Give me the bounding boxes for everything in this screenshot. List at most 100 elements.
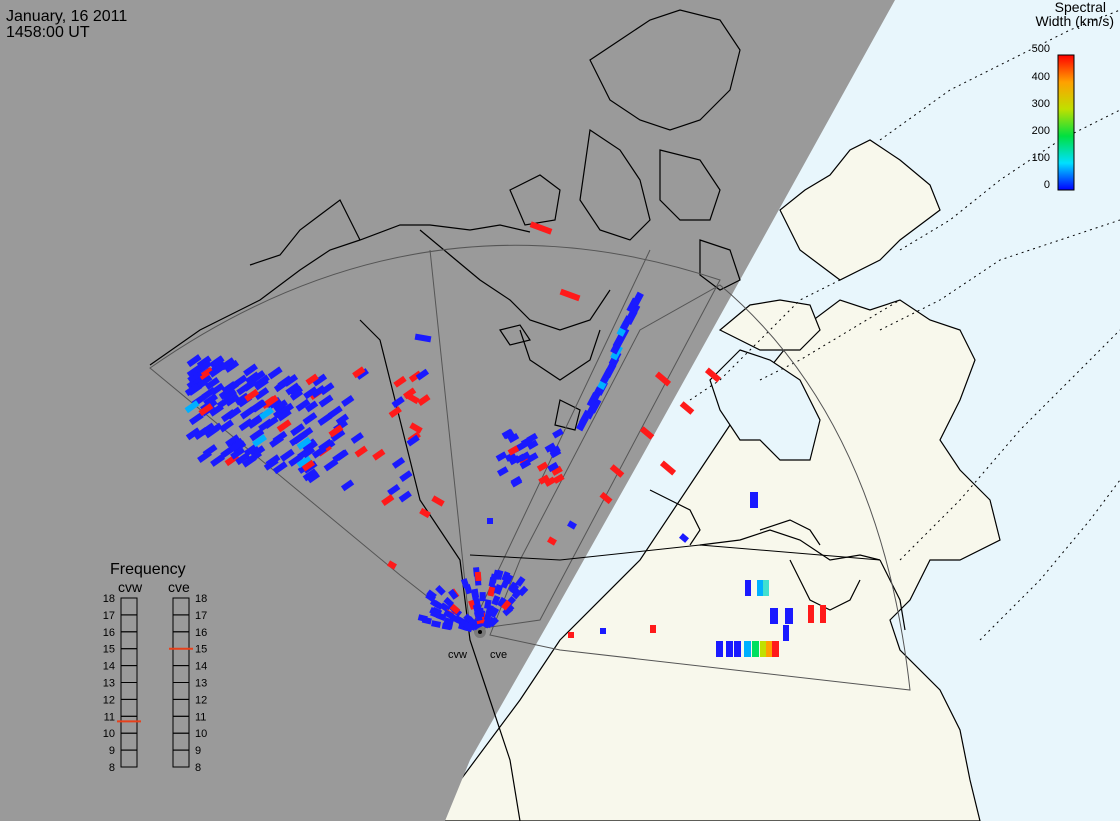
echo-cell — [659, 460, 677, 476]
echo-cell — [279, 448, 295, 462]
echo-cell — [547, 536, 557, 546]
echo-cell — [398, 490, 412, 503]
radar-label-cvw: cvw — [448, 649, 467, 661]
echo-cell — [471, 590, 479, 601]
echo-cell — [372, 448, 386, 461]
echo-cell — [312, 373, 328, 387]
echo-cell — [679, 401, 695, 415]
coastlines-day — [649, 489, 906, 631]
echo-cell — [244, 388, 260, 402]
echo-cell — [276, 419, 292, 433]
echo-cell — [302, 468, 318, 482]
echo-cell — [538, 474, 550, 485]
echo-cell — [515, 576, 526, 587]
echo-cell — [409, 422, 423, 434]
frequency-tick: 12 — [195, 694, 207, 706]
echo-cell — [304, 400, 319, 413]
echo-cell — [496, 466, 509, 477]
echo-cell — [249, 428, 265, 442]
echo-cell — [752, 641, 759, 657]
echo-cell — [186, 354, 202, 368]
echo-cell — [448, 588, 459, 600]
echo-cell — [529, 221, 553, 235]
echo-cell — [355, 368, 369, 380]
echo-cell — [745, 580, 751, 596]
echo-cell — [443, 596, 455, 608]
echo-cell — [267, 366, 283, 380]
echo-cell — [406, 434, 420, 447]
colorbar-title-line1: Spectral — [1054, 0, 1106, 15]
echo-cell — [210, 453, 226, 467]
echo-cell — [388, 406, 402, 419]
echo-cell — [429, 606, 440, 617]
echo-cell — [495, 569, 504, 580]
radar-site-center — [478, 630, 482, 634]
echo-cell — [187, 370, 203, 384]
echo-cell — [491, 595, 501, 606]
radar-label-cve: cve — [490, 649, 507, 661]
echo-cell — [250, 399, 266, 413]
echo-cell — [487, 586, 496, 597]
echo-cell — [239, 406, 255, 420]
echo-cell — [443, 609, 454, 620]
echo-cell — [288, 453, 304, 467]
frequency-tick: 16 — [195, 627, 207, 639]
colorbar-tick: 400 — [1032, 71, 1050, 83]
echo-cell — [639, 426, 655, 440]
echo-cell — [772, 641, 779, 657]
echo-cell — [298, 426, 314, 440]
echo-cell — [250, 370, 266, 384]
echo-cell — [679, 533, 689, 543]
echo-cell — [650, 625, 656, 633]
echo-cell — [243, 363, 258, 377]
echo-cell — [488, 616, 499, 628]
echo-cell — [519, 459, 532, 470]
frequency-tick: 11 — [195, 711, 206, 723]
echo-cell — [323, 458, 339, 472]
echo-cell — [449, 603, 461, 615]
frequency-tick: 13 — [103, 678, 115, 690]
echo-cell — [544, 442, 557, 453]
echo-cell — [599, 491, 613, 505]
echo-cell — [243, 443, 259, 457]
echo-cell — [318, 438, 334, 452]
frequency-tick: 11 — [104, 711, 115, 723]
echo-cell — [301, 446, 316, 459]
land-day — [429, 139, 1001, 821]
colorbar-tick: 500 — [1032, 43, 1050, 55]
echo-cell — [225, 434, 241, 448]
echo-cell — [479, 592, 486, 602]
frequency-tick: 12 — [103, 694, 115, 706]
echo-cell — [296, 437, 312, 450]
echo-cell — [460, 578, 470, 589]
echo-cell — [387, 560, 397, 570]
echo-cell — [474, 571, 482, 582]
echo-cell — [335, 413, 349, 426]
echo-cell — [404, 391, 420, 405]
echo-cell — [330, 428, 346, 442]
echo-cell — [609, 464, 625, 478]
echo-cell — [276, 408, 292, 422]
echo-cell — [526, 452, 539, 463]
echo-cell — [319, 382, 335, 396]
echo-cell — [200, 422, 216, 436]
echo-cell — [568, 632, 574, 638]
echo-cell — [507, 445, 520, 456]
echo-cell — [387, 483, 401, 496]
echo-cell — [421, 616, 432, 625]
echo-cell — [198, 403, 214, 417]
time-label: 1458:00 UT — [6, 24, 90, 41]
echo-cell — [263, 457, 279, 471]
echo-cell — [627, 303, 641, 320]
echo-cell — [514, 453, 526, 464]
echo-cell — [509, 583, 520, 595]
echo-cell — [204, 425, 220, 439]
echo-cell — [391, 396, 405, 408]
echo-cell — [327, 405, 343, 419]
echo-cell — [551, 465, 563, 476]
echo-cell — [631, 291, 644, 308]
frequency-tick: 9 — [195, 745, 201, 757]
frequency-tick: 10 — [103, 728, 115, 740]
echo-cell — [186, 364, 202, 378]
